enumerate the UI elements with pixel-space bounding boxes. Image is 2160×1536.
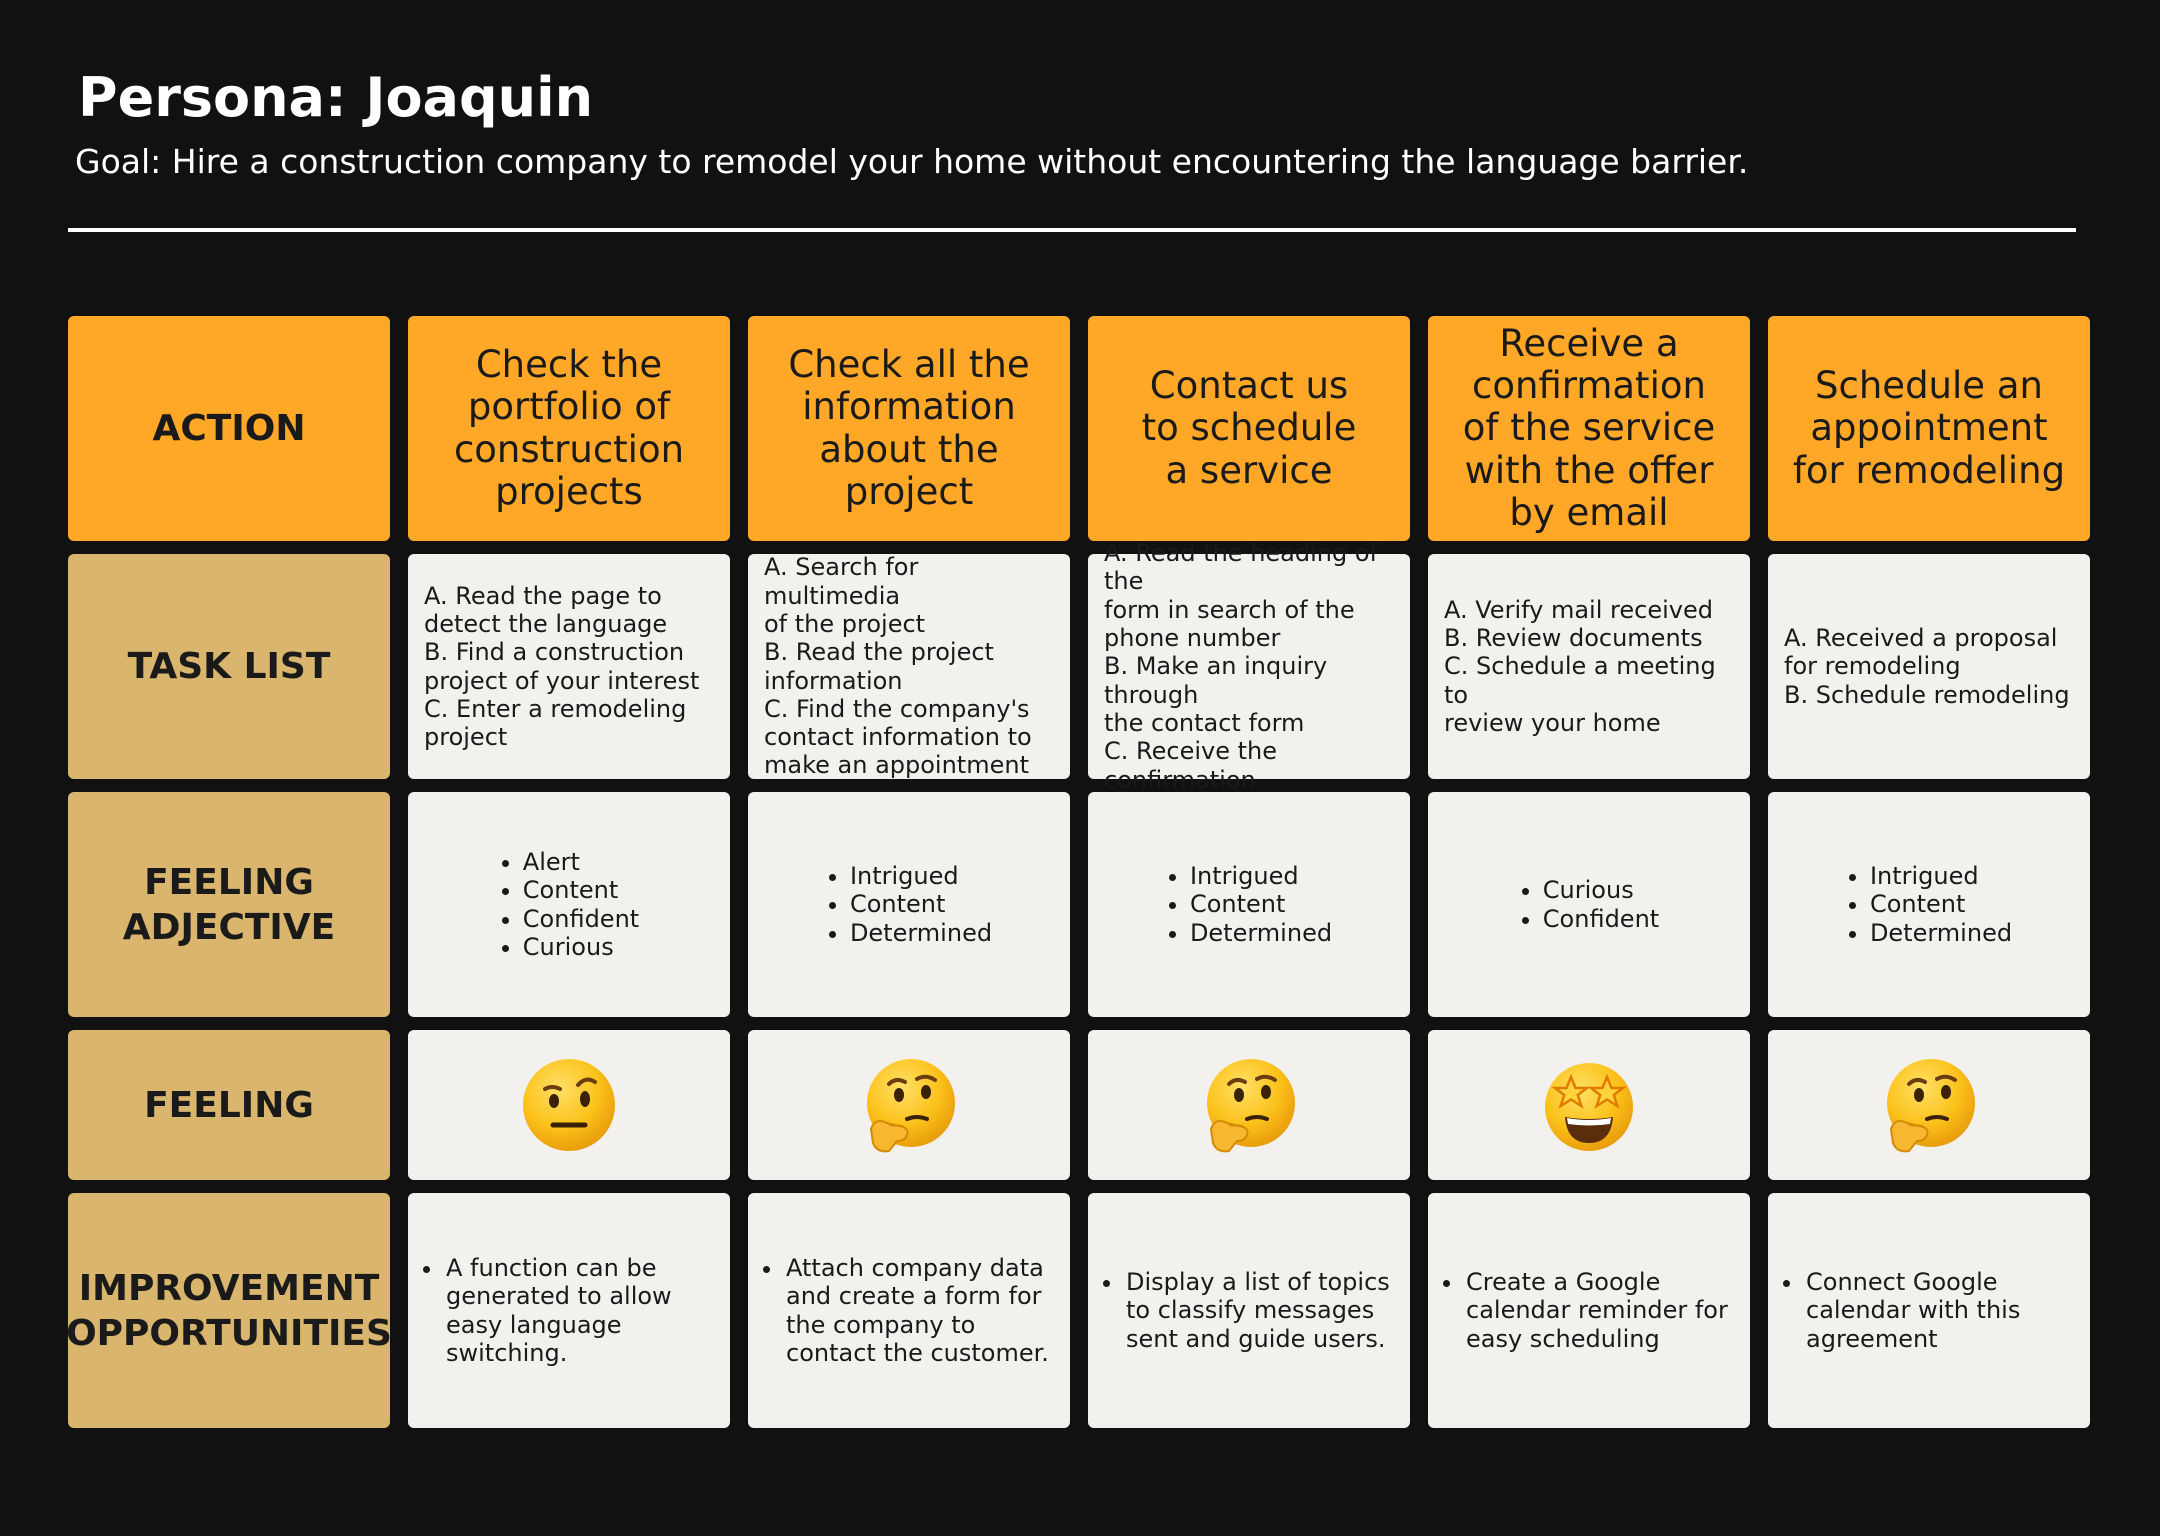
improvement-cell-2: Attach company data and create a form fo…	[748, 1193, 1070, 1428]
feeling-item: Content	[523, 876, 639, 904]
feeling-item: Confident	[1543, 905, 1659, 933]
feeling-item: Content	[1870, 890, 2012, 918]
journey-map-grid: ACTION Check the portfolio of constructi…	[66, 316, 2090, 1428]
feeling-cell-4	[1428, 1030, 1750, 1180]
feeling-cell-2	[748, 1030, 1070, 1180]
action-cell-2: Check all the information about the proj…	[748, 316, 1070, 541]
feeling-item: Determined	[850, 919, 992, 947]
feeling-cell-3	[1088, 1030, 1410, 1180]
face-with-raised-eyebrow-icon	[523, 1059, 615, 1151]
task-list-cell-4: A. Verify mail received B. Review docume…	[1428, 554, 1750, 779]
thinking-face-icon	[867, 1059, 955, 1153]
feeling-item: Curious	[1543, 876, 1659, 904]
row-header-feeling-adjective: FEELING ADJECTIVE	[68, 792, 390, 1017]
action-cell-1: Check the portfolio of construction proj…	[408, 316, 730, 541]
opportunity-item: Display a list of topics to classify mes…	[1124, 1268, 1396, 1353]
feeling-item: Intrigued	[850, 862, 992, 890]
feeling-list: Curious Confident	[1519, 876, 1659, 933]
row-header-action: ACTION	[68, 316, 390, 541]
feeling-list: Alert Content Confident Curious	[499, 848, 639, 961]
feeling-adjective-cell-5: Intrigued Content Determined	[1768, 792, 2090, 1017]
opportunity-list: Attach company data and create a form fo…	[760, 1254, 1056, 1367]
feeling-adjective-cell-1: Alert Content Confident Curious	[408, 792, 730, 1017]
feeling-adjective-cell-2: Intrigued Content Determined	[748, 792, 1070, 1017]
opportunity-list: Display a list of topics to classify mes…	[1100, 1268, 1396, 1353]
feeling-item: Alert	[523, 848, 639, 876]
feeling-item: Intrigued	[1870, 862, 2012, 890]
task-list-cell-3: A. Read the heading of the form in searc…	[1088, 539, 1410, 794]
feeling-item: Content	[1190, 890, 1332, 918]
task-list-cell-2: A. Search for multimedia of the project …	[748, 553, 1070, 779]
opportunity-list: A function can be generated to allow eas…	[420, 1254, 716, 1367]
row-header-task-list: TASK LIST	[68, 554, 390, 779]
feeling-item: Determined	[1190, 919, 1332, 947]
thinking-face-icon	[1887, 1059, 1975, 1153]
opportunity-item: A function can be generated to allow eas…	[444, 1254, 716, 1367]
feeling-cell-1	[408, 1030, 730, 1180]
feeling-list: Intrigued Content Determined	[1166, 862, 1332, 947]
opportunity-item: Connect Google calendar with this agreem…	[1804, 1268, 2076, 1353]
task-list-cell-5: A. Received a proposal for remodeling B.…	[1768, 554, 2090, 779]
task-list-cell-1: A. Read the page to detect the language …	[408, 554, 730, 779]
feeling-item: Curious	[523, 933, 639, 961]
action-cell-5: Schedule an appointment for remodeling	[1768, 316, 2090, 541]
improvement-cell-5: Connect Google calendar with this agreem…	[1768, 1193, 2090, 1428]
feeling-item: Intrigued	[1190, 862, 1332, 890]
feeling-adjective-cell-4: Curious Confident	[1428, 792, 1750, 1017]
action-cell-4: Receive a confirmation of the service wi…	[1428, 316, 1750, 541]
feeling-list: Intrigued Content Determined	[826, 862, 992, 947]
persona-goal: Goal: Hire a construction company to rem…	[75, 142, 1749, 181]
opportunity-list: Create a Google calendar reminder for ea…	[1440, 1268, 1736, 1353]
opportunity-item: Attach company data and create a form fo…	[784, 1254, 1056, 1367]
improvement-cell-1: A function can be generated to allow eas…	[408, 1193, 730, 1428]
feeling-item: Content	[850, 890, 992, 918]
feeling-item: Determined	[1870, 919, 2012, 947]
opportunity-item: Create a Google calendar reminder for ea…	[1464, 1268, 1736, 1353]
feeling-list: Intrigued Content Determined	[1846, 862, 2012, 947]
feeling-cell-5	[1768, 1030, 2090, 1180]
improvement-cell-3: Display a list of topics to classify mes…	[1088, 1193, 1410, 1428]
opportunity-list: Connect Google calendar with this agreem…	[1780, 1268, 2076, 1353]
feeling-item: Confident	[523, 905, 639, 933]
action-cell-3: Contact us to schedule a service	[1088, 316, 1410, 541]
thinking-face-icon	[1207, 1059, 1295, 1153]
row-header-improvement-opportunities: IMPROVEMENT OPPORTUNITIES	[66, 1193, 392, 1428]
feeling-adjective-cell-3: Intrigued Content Determined	[1088, 792, 1410, 1017]
row-header-feeling: FEELING	[68, 1030, 390, 1180]
header-divider	[68, 228, 2076, 232]
improvement-cell-4: Create a Google calendar reminder for ea…	[1428, 1193, 1750, 1428]
star-struck-face-icon	[1545, 1063, 1633, 1151]
page-title: Persona: Joaquin	[78, 66, 594, 129]
